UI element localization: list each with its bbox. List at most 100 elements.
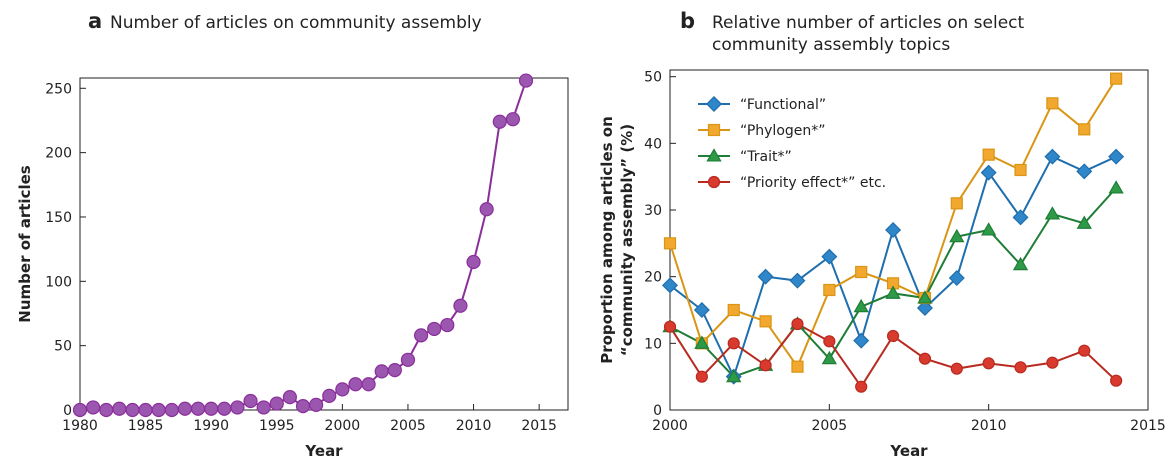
y-tick-label: 0 <box>653 403 662 419</box>
x-tick-label: 2015 <box>521 418 557 434</box>
x-tick-label: 2005 <box>390 418 426 434</box>
marker <box>982 148 995 161</box>
marker <box>980 164 997 181</box>
x-tick-label: 2000 <box>652 418 688 434</box>
marker <box>707 123 721 137</box>
x-tick-label: 2000 <box>325 418 361 434</box>
y-axis-label: “community assembly” (%) <box>618 124 636 356</box>
x-tick-label: 2005 <box>812 418 848 434</box>
marker <box>387 363 402 378</box>
marker <box>1076 215 1092 229</box>
chart-title: community assembly topics <box>712 35 950 55</box>
marker <box>1014 163 1027 177</box>
y-tick-label: 50 <box>644 70 662 86</box>
marker <box>885 222 902 238</box>
y-axis-label: Proportion among articles on <box>598 116 616 364</box>
panel-label: b <box>680 9 695 33</box>
marker <box>1012 256 1029 271</box>
marker <box>885 285 901 299</box>
plot-frame <box>79 77 569 411</box>
marker <box>453 298 468 313</box>
marker <box>727 303 740 317</box>
marker <box>916 300 933 316</box>
marker <box>821 350 837 365</box>
marker <box>72 402 88 418</box>
y-tick-label: 10 <box>644 336 662 352</box>
marker <box>1012 209 1029 226</box>
marker <box>982 357 995 370</box>
marker <box>727 337 740 350</box>
legend-label: “Trait*” <box>740 149 792 165</box>
marker <box>505 112 521 127</box>
marker <box>112 401 127 416</box>
legend-label: “Functional” <box>740 97 826 113</box>
marker <box>138 402 153 418</box>
marker <box>791 360 804 373</box>
marker <box>1078 344 1091 357</box>
x-tick-label: 1995 <box>259 418 295 434</box>
x-tick-label: 1985 <box>128 418 164 434</box>
marker <box>217 401 232 416</box>
y-tick-label: 40 <box>644 136 662 152</box>
marker <box>695 370 708 383</box>
chart-title: Relative number of articles on select <box>712 13 1025 33</box>
marker <box>309 397 324 412</box>
y-tick-label: 200 <box>45 146 72 162</box>
marker <box>1044 206 1061 220</box>
marker <box>855 265 868 279</box>
marker <box>466 254 481 270</box>
marker <box>518 73 534 88</box>
marker <box>853 332 870 349</box>
marker <box>789 272 806 289</box>
marker <box>492 114 507 129</box>
marker <box>177 401 193 416</box>
marker <box>662 277 678 294</box>
marker <box>981 222 997 236</box>
marker <box>821 248 838 265</box>
marker <box>949 228 965 243</box>
y-tick-label: 20 <box>644 270 662 286</box>
y-tick-label: 250 <box>45 81 72 97</box>
marker <box>348 377 363 392</box>
marker <box>694 335 710 349</box>
marker <box>726 368 742 383</box>
marker <box>1076 163 1093 180</box>
marker <box>440 317 455 333</box>
marker <box>950 197 963 210</box>
marker <box>948 270 965 286</box>
marker <box>791 317 804 331</box>
marker <box>413 328 429 343</box>
marker <box>706 96 722 112</box>
marker <box>204 401 219 416</box>
y-axis-label: Number of articles <box>16 165 34 322</box>
marker <box>269 396 284 411</box>
marker <box>1110 374 1123 387</box>
panel-label: a <box>88 9 102 33</box>
marker <box>400 352 416 367</box>
x-tick-label: 1990 <box>193 418 229 434</box>
marker <box>151 402 166 418</box>
legend-label: “Phylogen*” <box>740 123 826 139</box>
y-tick-label: 100 <box>45 274 72 290</box>
marker <box>855 380 868 393</box>
marker <box>295 399 311 414</box>
marker <box>757 268 774 285</box>
marker <box>1108 180 1124 194</box>
marker <box>693 302 710 318</box>
marker <box>663 320 677 333</box>
marker <box>1110 72 1123 85</box>
marker <box>663 237 677 250</box>
marker <box>1014 361 1027 374</box>
marker <box>256 400 271 415</box>
marker <box>1044 148 1061 165</box>
marker <box>322 388 337 403</box>
marker <box>1078 123 1091 136</box>
legend-label: “Priority effect*” etc. <box>740 175 886 191</box>
marker <box>86 400 101 415</box>
marker <box>282 390 297 405</box>
marker <box>230 400 245 415</box>
x-tick-label: 2010 <box>971 418 1007 434</box>
marker <box>190 401 206 416</box>
marker <box>99 402 114 418</box>
marker <box>823 335 836 348</box>
